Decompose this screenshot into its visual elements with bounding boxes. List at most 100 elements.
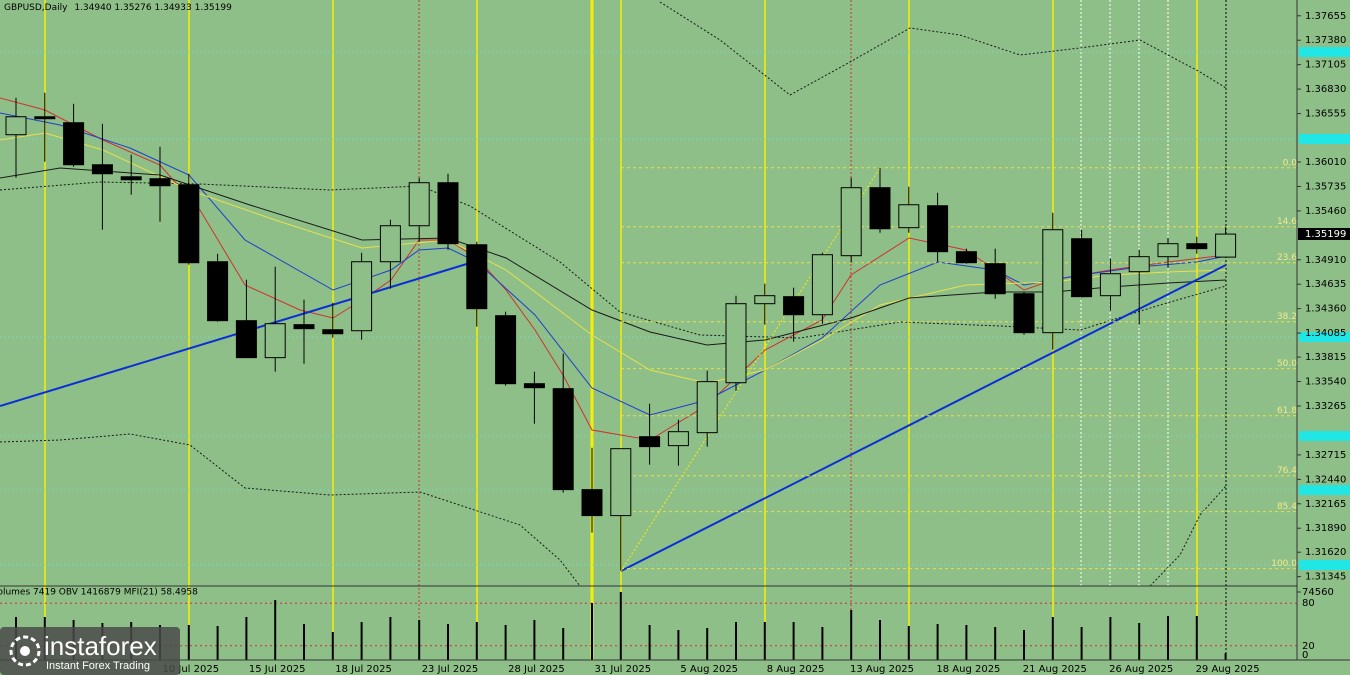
y2-tick-label: 0: [1302, 650, 1308, 661]
fib-label: 50.0: [1277, 359, 1297, 369]
candle-body: [91, 164, 113, 175]
y2-tick-label: 80: [1302, 598, 1315, 609]
candle-body: [1215, 233, 1237, 258]
candle-body: [437, 182, 459, 245]
x-tick-label: 26 Aug 2025: [1109, 664, 1173, 675]
candle-body: [1186, 243, 1208, 250]
fib-label: 14.6: [1277, 217, 1297, 227]
y-tick-label: 1.37380: [1305, 35, 1346, 46]
y2-tick-label: 20: [1302, 641, 1315, 652]
fib-label: 38.2: [1277, 312, 1297, 322]
fib-label: 61.8: [1277, 406, 1297, 416]
candle-body: [869, 187, 891, 230]
low-value: 1.34933: [155, 3, 192, 13]
axes: 1.37655 1.37380 1.37105 1.36830 1.36555 1.360…: [162, 11, 1346, 675]
x-tick-label: 5 Aug 2025: [680, 664, 738, 675]
fib-label: 23.6: [1277, 253, 1297, 263]
candle-body: [927, 205, 949, 253]
candle-body: [1042, 229, 1064, 334]
y-tick-label: 1.31620: [1305, 547, 1346, 558]
candle-body: [1071, 238, 1093, 298]
open-value: 1.34940: [74, 3, 111, 13]
fib-label: 100.0: [1271, 559, 1297, 569]
chart-header: GBPUSD,Daily 1.34940 1.35276 1.34933 1.3…: [4, 3, 232, 13]
candle-body: [667, 431, 689, 447]
y-tick-label: 1.31345: [1305, 572, 1346, 583]
x-tick-label: 18 Jul 2025: [335, 664, 392, 675]
candle-body: [811, 254, 833, 316]
y-tick-label: 1.36555: [1305, 109, 1346, 120]
candle-body: [120, 176, 142, 181]
x-tick-label: 21 Aug 2025: [1023, 664, 1087, 675]
candle-body: [495, 315, 517, 385]
candles: [5, 92, 1237, 571]
candle-body: [5, 116, 27, 136]
candle-body: [178, 184, 200, 264]
candle-body: [984, 263, 1006, 295]
y-tick-label: 1.31890: [1305, 523, 1346, 534]
y-tick-label: 1.34360: [1305, 304, 1346, 315]
candle-body: [1099, 273, 1121, 297]
y-tick-label: 1.34910: [1305, 255, 1346, 266]
candle-body: [207, 261, 229, 322]
trendlines: [0, 262, 1227, 572]
candle-body: [235, 320, 257, 359]
y-tick-label: 1.32715: [1305, 450, 1346, 461]
candle-body: [552, 388, 574, 491]
candle-body: [581, 489, 603, 517]
fibonacci: 0.0 14.6 23.6 38.2 50.0 61.8 76.4 85.4 100.0: [621, 158, 1298, 570]
logo-tagline: Instant Forex Trading: [46, 660, 150, 672]
x-tick-label: 10 Jul 2025: [162, 664, 219, 675]
candle-body: [1013, 293, 1035, 334]
candle-body: [725, 303, 747, 384]
x-tick-label: 29 Aug 2025: [1196, 664, 1260, 675]
y-tick-label: 1.32165: [1305, 499, 1346, 510]
last-price: 1.35199: [1305, 229, 1346, 240]
candle-body: [34, 116, 56, 120]
symbol: GBPUSD,Daily: [4, 3, 68, 13]
y-tick-label: 1.33815: [1305, 352, 1346, 363]
y-tick-label: 1.36830: [1305, 84, 1346, 95]
candle-body: [754, 295, 776, 305]
candle-body: [264, 323, 286, 359]
high-value: 1.35276: [114, 3, 151, 13]
candle-body: [1128, 256, 1150, 273]
candle-body: [351, 261, 373, 332]
y-tick-label: 1.33265: [1305, 401, 1346, 412]
y-tick-label: 1.35735: [1305, 181, 1346, 192]
logo: instaforex Instant Forex Trading: [0, 627, 180, 675]
y-tick-label: 1.37655: [1305, 11, 1346, 22]
level-markers: [1299, 47, 1350, 570]
candle-body: [322, 329, 344, 335]
candle-body: [696, 381, 718, 434]
close-value: 1.35199: [195, 3, 232, 13]
candle-body: [1157, 243, 1179, 258]
candle-body: [783, 296, 805, 316]
x-tick-label: 13 Aug 2025: [850, 664, 914, 675]
fib-label: 76.4: [1277, 466, 1297, 476]
candle-body: [293, 324, 315, 330]
candle-body: [63, 122, 85, 166]
x-tick-label: 23 Jul 2025: [422, 664, 479, 675]
candle-body: [840, 187, 862, 257]
candle-body: [639, 436, 661, 448]
fib-label: 85.4: [1277, 502, 1297, 512]
candle-body: [898, 204, 920, 229]
candle-body: [149, 178, 171, 187]
candle-body: [523, 383, 545, 389]
x-tick-label: 31 Jul 2025: [594, 664, 651, 675]
candle-body: [408, 182, 430, 227]
y-tick-label: 1.32440: [1305, 474, 1346, 485]
x-tick-label: 18 Aug 2025: [936, 664, 1000, 675]
price-axis-bg: [1297, 0, 1350, 660]
indicator-title: Volumes 7419 OBV 1416879 MFI(21) 58.4958: [0, 588, 198, 598]
y-tick-label: 1.34635: [1305, 279, 1346, 290]
y-tick-label: 1.37105: [1305, 60, 1346, 71]
logo-name: instaforex: [44, 631, 157, 661]
x-tick-label: 8 Aug 2025: [767, 664, 825, 675]
volume-tick-label: 74560: [1302, 587, 1334, 598]
fib-label: 0.0: [1283, 158, 1298, 168]
